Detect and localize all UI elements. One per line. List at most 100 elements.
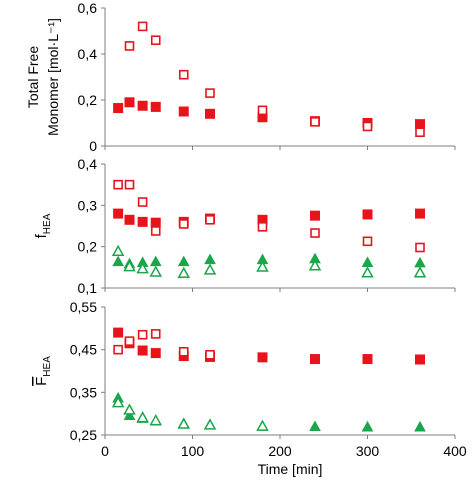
data-point-red-square-open	[310, 117, 320, 127]
data-point-red-square-open	[257, 105, 268, 116]
data-point-green-triangle-open	[413, 266, 427, 278]
panel-3: 0,25 0,35 0,45 0,55 0 100 200 300 400 Time [min] F…	[33, 299, 467, 477]
data-point-green-triangle-open	[308, 259, 322, 271]
y-tick-label: 0,6	[78, 0, 98, 16]
data-point-red-square-open	[137, 197, 148, 207]
x-tick-label: 300	[356, 443, 380, 459]
data-point-red-square-filled	[124, 214, 135, 225]
data-point-green-triangle-filled	[361, 420, 374, 432]
data-point-green-triangle-open	[136, 262, 149, 274]
data-point-red-square-open	[150, 329, 161, 339]
y-tick-label: 0,35	[70, 384, 97, 400]
data-point-green-triangle-open	[111, 396, 125, 408]
y-tick-label: 0,4	[78, 156, 98, 172]
data-point-red-square-open	[415, 242, 425, 253]
y-tick-label: 0,3	[78, 197, 98, 213]
data-point-red-square-filled	[137, 216, 148, 227]
data-point-green-triangle-filled	[414, 256, 426, 268]
x-tick-label: 100	[181, 443, 205, 459]
data-point-red-square-filled	[362, 209, 373, 220]
data-point-green-triangle-filled	[361, 256, 374, 267]
data-point-red-square-open	[178, 69, 189, 80]
data-point-red-square-filled	[257, 352, 268, 363]
data-point-green-triangle-filled	[149, 255, 162, 267]
y-tick-label: 0,2	[78, 92, 98, 108]
panel-2: 0,1 0,2 0,3 0,4 fHEA	[33, 156, 456, 296]
y-tick-label: 0,2	[78, 239, 98, 255]
y-tick-label: 0,4	[78, 46, 98, 62]
data-point-red-square-filled	[205, 108, 215, 119]
y-axis-label: Monomer [mol·L⁻¹]	[45, 18, 61, 136]
data-point-red-square-open	[415, 127, 425, 137]
data-point-red-square-open	[310, 228, 320, 238]
data-point-red-square-filled	[124, 97, 135, 108]
data-point-red-square-filled	[137, 100, 148, 111]
data-point-green-triangle-filled	[123, 409, 136, 420]
y-axis-label: FHEA	[33, 356, 53, 386]
data-point-red-square-filled	[310, 354, 320, 365]
data-point-red-square-open	[205, 349, 215, 360]
data-point-red-square-filled	[178, 106, 189, 117]
y-tick-label: 0,55	[70, 299, 97, 315]
data-point-green-triangle-filled	[112, 255, 124, 267]
data-point-red-square-open	[362, 121, 373, 132]
data-point-red-square-open	[124, 179, 135, 190]
data-point-green-triangle-filled	[309, 420, 321, 432]
y-tick-label: 0	[89, 138, 97, 154]
data-point-red-square-filled	[150, 217, 161, 228]
data-point-green-triangle-open	[123, 403, 136, 415]
data-point-red-square-filled	[310, 210, 320, 221]
data-point-red-square-filled	[113, 103, 124, 114]
data-point-green-triangle-open	[256, 260, 269, 272]
data-point-red-square-open	[178, 219, 189, 229]
data-point-red-square-open	[113, 179, 123, 190]
y-tick-label: 0,45	[70, 342, 97, 358]
data-point-red-square-open	[137, 21, 148, 32]
data-point-green-triangle-open	[203, 418, 217, 430]
data-point-red-square-open	[205, 88, 215, 98]
data-point-red-square-open	[257, 222, 268, 232]
data-point-red-square-filled	[137, 345, 148, 356]
y-tick-label: 0,25	[70, 427, 97, 443]
data-point-red-square-filled	[150, 348, 161, 359]
x-axis-label: Time [min]	[258, 461, 323, 477]
data-point-red-square-filled	[362, 354, 373, 365]
data-point-green-triangle-filled	[414, 420, 426, 432]
data-point-green-triangle-open	[361, 266, 374, 278]
data-point-green-triangle-filled	[204, 253, 216, 265]
data-point-red-square-open	[124, 41, 135, 51]
y-tick-label: 0,1	[78, 280, 98, 296]
panel-1: 0 0,2 0,4 0,6 Total Free Monomer [mol·L⁻¹]	[25, 0, 456, 154]
data-point-red-square-open	[150, 226, 161, 236]
data-point-red-square-open	[124, 336, 135, 346]
x-tick-label: 400	[443, 443, 467, 459]
x-tick-label: 0	[101, 443, 109, 459]
data-point-green-triangle-open	[256, 419, 269, 431]
data-point-green-triangle-open	[177, 266, 191, 278]
data-point-green-triangle-filled	[177, 255, 190, 267]
data-point-red-square-open	[150, 35, 161, 46]
data-point-red-square-open	[362, 236, 373, 247]
data-point-green-triangle-open	[149, 414, 163, 426]
x-tick-label: 200	[268, 443, 292, 459]
data-point-red-square-filled	[415, 208, 425, 219]
data-point-red-square-filled	[150, 101, 161, 112]
data-point-red-square-filled	[113, 208, 124, 219]
data-point-green-triangle-open	[136, 411, 149, 423]
data-point-green-triangle-open	[111, 244, 125, 257]
data-point-green-triangle-open	[203, 263, 217, 275]
data-point-red-square-open	[113, 344, 123, 355]
y-axis-label: Total Free	[25, 46, 41, 108]
data-point-green-triangle-open	[123, 260, 136, 272]
data-point-red-square-filled	[113, 327, 124, 338]
data-point-green-triangle-open	[149, 265, 163, 277]
data-point-red-square-open	[137, 329, 148, 340]
y-axis-label: fHEA	[33, 213, 53, 238]
data-point-red-square-open	[178, 346, 189, 357]
data-point-red-square-filled	[415, 119, 425, 130]
data-point-red-square-open	[205, 215, 215, 225]
data-point-green-triangle-open	[177, 417, 191, 429]
data-point-red-square-filled	[415, 354, 425, 365]
